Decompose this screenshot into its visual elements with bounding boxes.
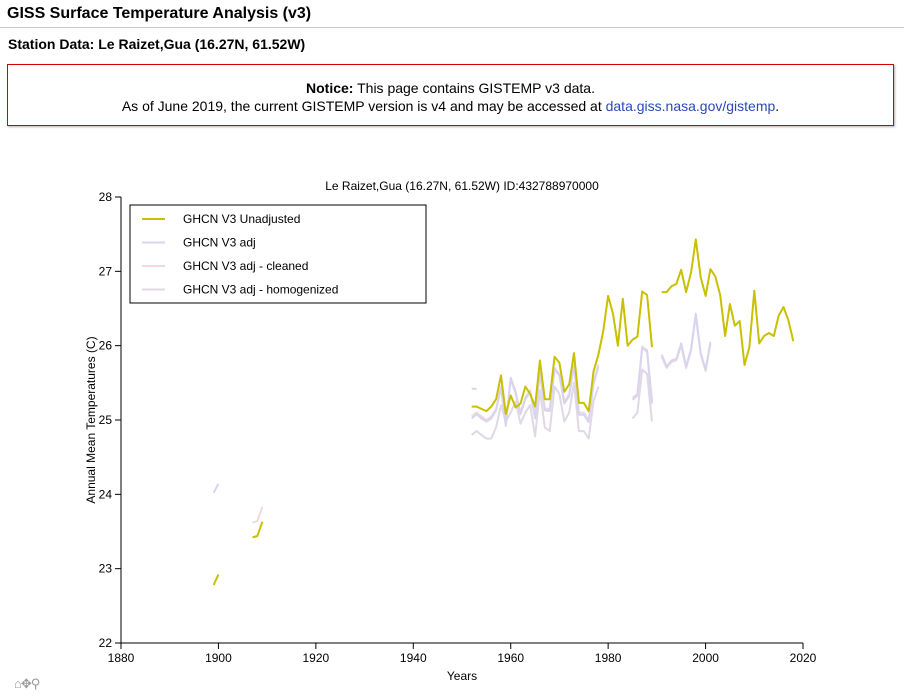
x-tick-label: 1900 <box>205 651 232 665</box>
home-icon[interactable]: ⌂ <box>14 676 22 691</box>
x-tick-label: 2000 <box>692 651 719 665</box>
series-line <box>471 381 600 440</box>
x-tick-label: 2020 <box>790 651 817 665</box>
series-line <box>631 368 653 422</box>
notice-line-2: As of June 2019, the current GISTEMP ver… <box>8 97 893 115</box>
y-tick-label: 25 <box>99 413 113 427</box>
x-axis-label: Years <box>447 669 477 683</box>
y-axis-label: Annual Mean Temperatures (C) <box>84 336 98 503</box>
plot-toolbar: ⌂✥⚲ <box>14 676 40 692</box>
notice-text-2: As of June 2019, the current GISTEMP ver… <box>121 98 606 114</box>
notice-line-1: Notice: This page contains GISTEMP v3 da… <box>8 79 893 97</box>
notice-box: Notice: This page contains GISTEMP v3 da… <box>7 64 894 126</box>
legend-label: GHCN V3 adj - homogenized <box>183 283 338 297</box>
x-tick-label: 1880 <box>108 651 135 665</box>
series-line <box>471 290 653 416</box>
series-line <box>660 312 712 371</box>
notice-label: Notice: <box>306 80 354 96</box>
series-line <box>252 506 264 524</box>
legend-label: GHCN V3 adj - cleaned <box>183 259 308 273</box>
series-line <box>212 483 220 494</box>
x-tick-label: 1980 <box>595 651 622 665</box>
y-tick-label: 26 <box>99 339 113 353</box>
gistemp-link[interactable]: data.giss.nasa.gov/gistemp <box>605 98 776 114</box>
x-tick-label: 1940 <box>400 651 427 665</box>
notice-text-1: This page contains GISTEMP v3 data. <box>353 80 595 96</box>
notice-text-2-end: . <box>775 98 780 114</box>
legend-box <box>129 204 427 304</box>
y-tick-label: 28 <box>99 190 113 204</box>
series-line <box>661 238 795 366</box>
y-tick-label: 22 <box>99 636 113 650</box>
series-line <box>471 364 600 427</box>
series-line <box>212 574 220 586</box>
zoom-icon[interactable]: ⚲ <box>30 676 40 691</box>
page-title: GISS Surface Temperature Analysis (v3) <box>7 5 312 22</box>
chart-title: Le Raizet,Gua (16.27N, 61.52W) ID:432788… <box>325 179 599 193</box>
y-tick-label: 23 <box>99 562 113 576</box>
y-tick-label: 27 <box>99 264 113 278</box>
title-divider <box>0 27 904 28</box>
series-line <box>252 521 264 539</box>
pan-icon[interactable]: ✥ <box>20 676 32 691</box>
legend-label: GHCN V3 adj <box>183 236 256 250</box>
y-tick-label: 24 <box>99 487 113 501</box>
station-title: Station Data: Le Raizet,Gua (16.27N, 61.… <box>8 36 306 52</box>
legend-label: GHCN V3 Unadjusted <box>183 212 300 226</box>
x-tick-label: 1960 <box>497 651 524 665</box>
x-tick-label: 1920 <box>303 651 330 665</box>
series-line <box>631 346 653 404</box>
